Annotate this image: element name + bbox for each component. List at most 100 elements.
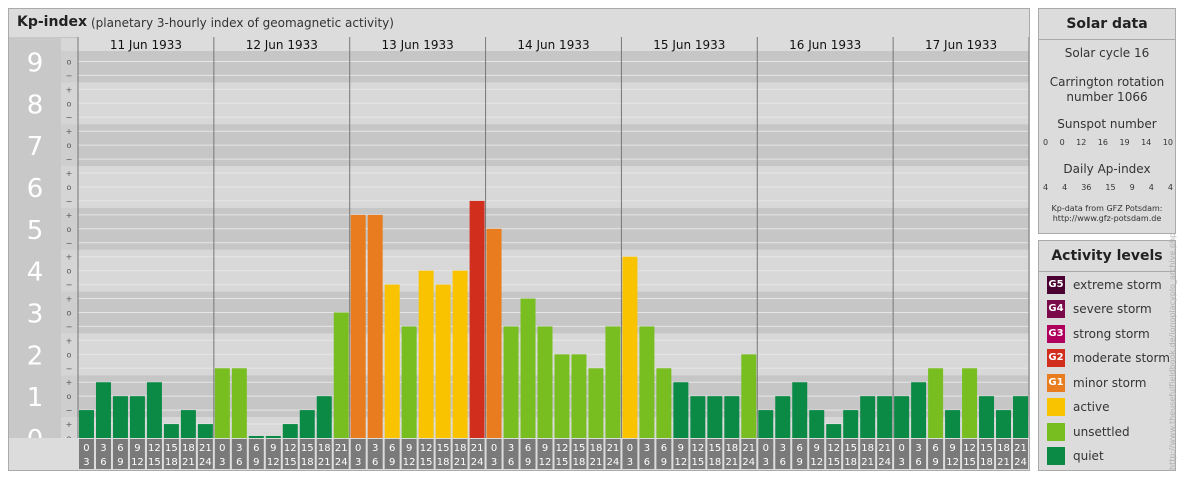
y-major-tick-label: 8: [27, 90, 44, 120]
kp-bar: [639, 326, 655, 438]
interval-start-label: 3: [915, 443, 921, 454]
interval-end-label: 15: [963, 457, 976, 468]
interval-end-label: 15: [827, 457, 840, 468]
legend-item-minor: G1 minor storm: [1047, 373, 1146, 393]
solar-cycle: Solar cycle 16: [1064, 46, 1150, 60]
interval-start-label: 3: [508, 443, 514, 454]
y-minor-tick-label: −: [66, 281, 73, 290]
legend-item-moderate: G2 moderate storm: [1047, 348, 1170, 368]
y-major-tick-label: 4: [27, 258, 44, 288]
chart-subtitle: (planetary 3-hourly index of geomagnetic…: [91, 16, 394, 30]
interval-cell: [537, 439, 553, 469]
interval-cell: [384, 439, 400, 469]
interval-end-label: 15: [420, 457, 433, 468]
kp-bar: [452, 270, 468, 438]
kp-bar: [894, 396, 910, 438]
interval-start-label: 18: [997, 443, 1010, 454]
interval-start-label: 15: [708, 443, 721, 454]
y-minor-tick-label: o: [67, 350, 72, 359]
interval-cell: [673, 439, 689, 469]
y-minor-tick-label: −: [66, 197, 73, 206]
interval-start-label: 21: [742, 443, 755, 454]
interval-start-label: 6: [253, 443, 259, 454]
ap-value: 4: [1167, 183, 1173, 192]
y-minor-tick-label: −: [66, 155, 73, 164]
source-link[interactable]: http://www.gfz-potsdam.de: [1052, 214, 1162, 223]
kp-bar: [435, 284, 451, 438]
interval-end-label: 6: [644, 457, 650, 468]
kp-bar: [129, 396, 145, 438]
interval-start-label: 12: [556, 443, 569, 454]
kp-bar: [163, 424, 179, 438]
interval-start-label: 6: [389, 443, 395, 454]
interval-end-label: 3: [83, 457, 89, 468]
interval-end-label: 6: [915, 457, 921, 468]
interval-start-label: 6: [797, 443, 803, 454]
kp-bar: [214, 368, 230, 438]
legend-item-active: active: [1047, 397, 1109, 417]
interval-start-label: 0: [627, 443, 633, 454]
interval-start-label: 12: [963, 443, 976, 454]
kp-bar: [945, 410, 961, 438]
sunspot-value: 14: [1141, 138, 1152, 147]
interval-cell: [180, 439, 196, 469]
interval-end-label: 3: [763, 457, 769, 468]
y-minor-tick-label: o: [67, 141, 72, 150]
interval-start-label: 6: [525, 443, 531, 454]
interval-end-label: 9: [525, 457, 531, 468]
kp-bar: [996, 410, 1012, 438]
ap-index-label: Daily Ap-index: [1063, 162, 1151, 176]
interval-end-label: 9: [661, 457, 667, 468]
interval-end-label: 21: [182, 457, 195, 468]
interval-cell: [248, 439, 264, 469]
legend-swatch: [1047, 423, 1065, 441]
kp-bar: [112, 396, 128, 438]
interval-cell: [843, 439, 859, 469]
kp-bar: [588, 368, 604, 438]
interval-start-label: 3: [644, 443, 650, 454]
kp-bar: [860, 396, 876, 438]
interval-cell: [129, 439, 145, 469]
ap-value: 9: [1129, 183, 1135, 192]
kp-bar: [622, 256, 638, 438]
interval-end-label: 18: [437, 457, 450, 468]
y-major-tick-label: 7: [27, 132, 44, 162]
interval-cell: [214, 439, 230, 469]
interval-start-label: 3: [780, 443, 786, 454]
kp-bar: [248, 436, 264, 438]
ap-value: 36: [1081, 183, 1092, 192]
legend-swatch: G1: [1047, 374, 1065, 392]
interval-start-label: 9: [406, 443, 412, 454]
kp-bar: [554, 354, 570, 438]
y-minor-tick-label: −: [66, 364, 73, 373]
legend-item-severe: G4 severe storm: [1047, 299, 1152, 319]
y-major-tick-label: 2: [27, 341, 44, 371]
interval-cell: [452, 439, 468, 469]
interval-start-label: 9: [542, 443, 548, 454]
ap-index-values: 4 4 36 15 9 4 4: [1043, 183, 1173, 192]
interval-cell: [724, 439, 740, 469]
interval-end-label: 15: [691, 457, 704, 468]
kp-bar: [384, 284, 400, 438]
interval-cell: [792, 439, 808, 469]
kp-bar: [401, 326, 417, 438]
interval-cell: [928, 439, 944, 469]
kp-bar: [928, 368, 944, 438]
solar-data-panel: Solar data Solar cycle 16 Carrington rot…: [1038, 8, 1176, 234]
day-label: 16 Jun 1933: [789, 38, 861, 52]
interval-cell: [962, 439, 978, 469]
interval-cell: [231, 439, 247, 469]
interval-start-label: 21: [1014, 443, 1027, 454]
interval-cell: [826, 439, 842, 469]
interval-start-label: 9: [134, 443, 140, 454]
interval-start-label: 9: [678, 443, 684, 454]
interval-start-label: 15: [573, 443, 586, 454]
y-minor-tick-label: o: [67, 183, 72, 192]
interval-cell: [367, 439, 383, 469]
interval-cell: [758, 439, 774, 469]
interval-cell: [639, 439, 655, 469]
y-minor-tick-label: o: [67, 267, 72, 276]
interval-start-label: 12: [420, 443, 433, 454]
interval-end-label: 21: [997, 457, 1010, 468]
interval-end-label: 9: [253, 457, 259, 468]
